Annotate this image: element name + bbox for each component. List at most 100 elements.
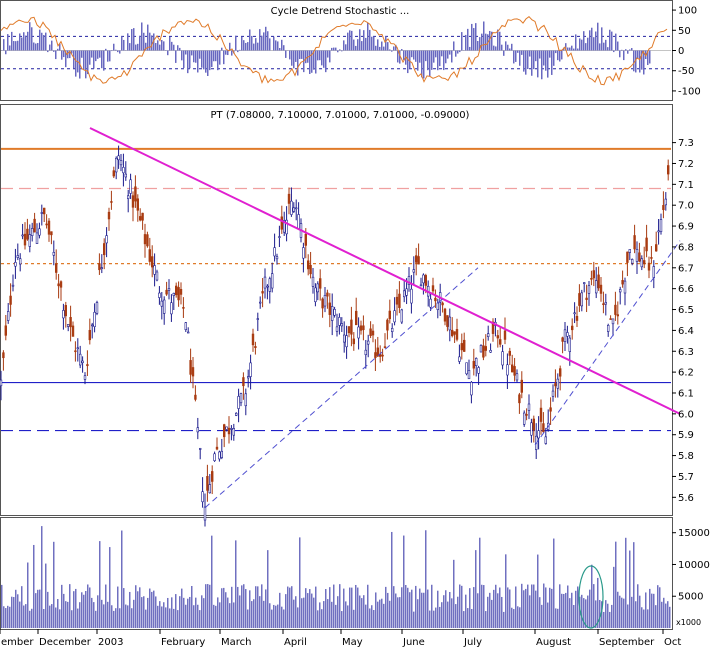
volume-bar [315, 586, 317, 628]
volume-bar [213, 604, 215, 628]
candle-body [431, 285, 435, 292]
volume-bar [139, 587, 141, 628]
volume-bar [261, 584, 263, 628]
candle-body [606, 325, 610, 332]
oscillator-bar [175, 50, 177, 63]
volume-bar [361, 598, 363, 628]
volume-bar [53, 541, 55, 628]
volume-bar [563, 593, 565, 628]
volume-bar [321, 609, 323, 628]
volume-bar [625, 537, 627, 628]
candle-body [189, 360, 192, 375]
volume-bar [593, 584, 595, 628]
candle-body [558, 368, 562, 377]
oscillator-bar [299, 50, 301, 59]
price-tick-label: 5.8 [678, 451, 694, 462]
volume-bar [585, 599, 587, 628]
candle-body [549, 407, 552, 412]
oscillator-bar [407, 50, 409, 74]
volume-bar [117, 586, 119, 628]
volume-bar [107, 601, 109, 628]
volume-bar [653, 593, 655, 628]
volume-bar [409, 592, 411, 628]
candle-body [393, 310, 396, 323]
volume-bar [439, 606, 441, 628]
volume-bar [521, 583, 523, 628]
volume-bar [115, 608, 117, 628]
oscillator-bar [321, 50, 323, 66]
volume-bar [469, 588, 471, 628]
oscillator-bar [603, 42, 605, 51]
volume-bar [209, 584, 211, 628]
candle-body [203, 506, 207, 521]
volume-bar [133, 599, 135, 628]
volume-bar [237, 586, 239, 628]
oscillator-bar [229, 42, 231, 51]
oscillator-bar [279, 48, 281, 51]
volume-bar [283, 609, 285, 628]
candle-body [645, 237, 648, 252]
candle-body [208, 484, 211, 494]
volume-bar [259, 596, 261, 628]
volume-bar [411, 589, 413, 628]
oscillator-bar [177, 45, 179, 51]
oscillator-bar [181, 50, 183, 61]
candle-body [151, 256, 154, 268]
oscillator-bar [533, 50, 535, 70]
oscillator-bar [415, 50, 417, 62]
oscillator-bar [45, 32, 47, 51]
candle-body [539, 407, 543, 422]
volume-bar [325, 589, 327, 628]
volume-bar [217, 597, 219, 628]
oscillator-bar [5, 50, 7, 55]
oscillator-bar [199, 50, 201, 59]
oscillator-bar [83, 50, 85, 71]
oscillator-bar [579, 38, 581, 51]
candle-body [239, 393, 243, 404]
volume-bar [403, 535, 405, 628]
oscillator-bar [179, 47, 181, 51]
volume-bar [583, 598, 585, 628]
candle-body [110, 201, 113, 203]
candle-body [518, 394, 521, 404]
candle-body [376, 347, 379, 357]
oscillator-bar [291, 50, 293, 66]
oscillator-bar [273, 36, 275, 51]
volume-bar [571, 592, 573, 628]
oscillator-bar [393, 46, 395, 51]
candle-body [340, 323, 343, 327]
volume-bar [417, 599, 419, 628]
candle-body [237, 396, 240, 409]
volume-bar [389, 600, 391, 628]
oscillator-bar [89, 50, 91, 65]
oscillator-bar [367, 23, 369, 51]
oscillator-bar [399, 50, 401, 64]
oscillator-bar [297, 50, 299, 76]
candle-body [450, 329, 454, 337]
volume-bar [131, 608, 133, 628]
volume-bar [193, 605, 195, 628]
oscillator-bar [471, 23, 473, 51]
volume-bar [59, 609, 61, 628]
oscillator-bar [319, 50, 321, 61]
candle-body [354, 310, 358, 326]
oscillator-bar [43, 35, 45, 51]
candle-body [609, 318, 612, 320]
price-tick-label: 7.1 [678, 180, 694, 191]
candle-body [357, 326, 360, 339]
volume-bar [659, 587, 661, 628]
volume-bar [523, 590, 525, 628]
oscillator-bar [207, 50, 209, 76]
candle-body [347, 326, 351, 334]
volume-bar [155, 596, 157, 628]
volume-bar [497, 593, 499, 628]
price-tick-label: 5.9 [678, 430, 694, 441]
oscillator-bar [385, 36, 387, 51]
oscillator-bar [349, 30, 351, 51]
oscillator-bar [323, 50, 325, 68]
volume-bar [179, 596, 181, 628]
price-tick-label: 6.5 [678, 305, 694, 316]
oscillator-bar [511, 43, 513, 51]
oscillator-bar [345, 44, 347, 51]
volume-bar [41, 526, 43, 628]
